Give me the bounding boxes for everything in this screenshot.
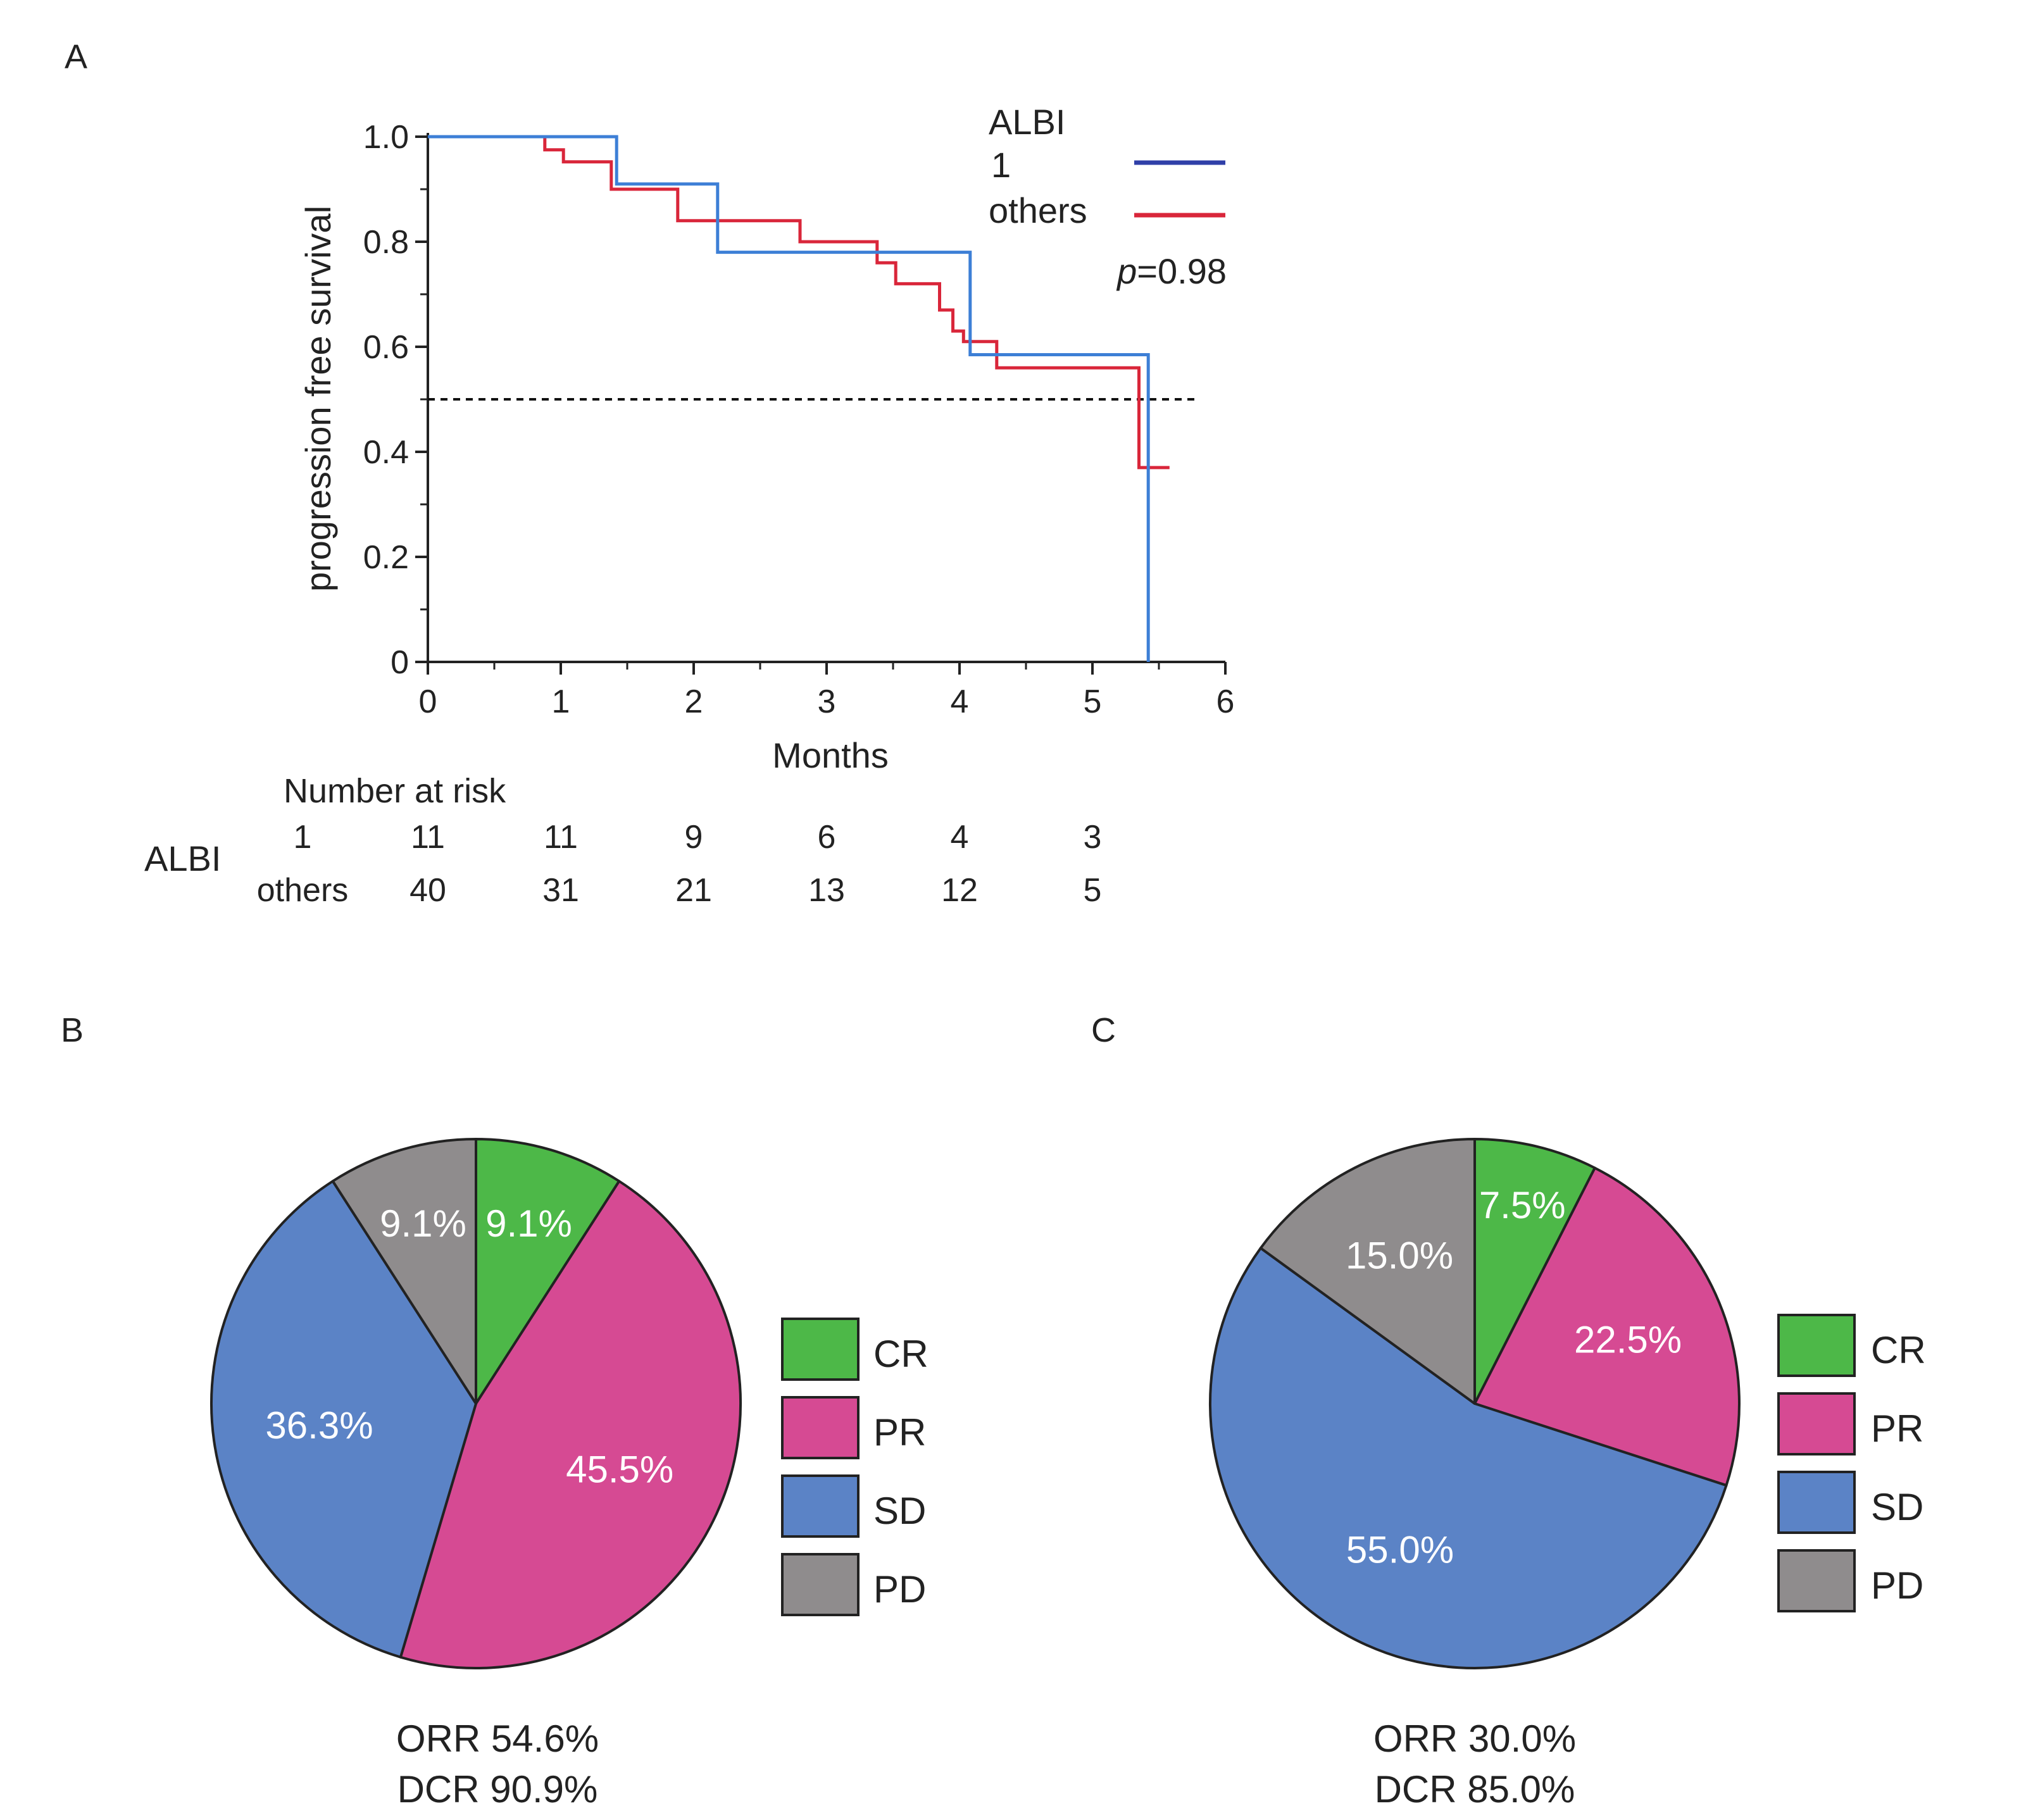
survival-curve-albi1 (428, 135, 1150, 662)
risk-value: 31 (542, 872, 579, 909)
survival-legend: ALBI 1 others p=0.98 (989, 102, 1227, 291)
x-tick-label: 2 (685, 683, 703, 720)
risk-value: 13 (808, 872, 845, 909)
pie-slice-cr (475, 1138, 621, 1405)
risk-row-label: 1 (294, 819, 312, 856)
risk-value: 6 (818, 819, 836, 856)
pie-slice-label: 55.0% (1346, 1529, 1454, 1571)
p-value-annotation: p=0.98 (1116, 251, 1227, 291)
risk-value: 3 (1084, 819, 1102, 856)
pie-slice-pr (1473, 1166, 1741, 1487)
pie-b-legend: CR PR SD PD (781, 1318, 929, 1616)
survival-ticks: 0 1 2 3 4 5 6 0 0.2 0.4 0.6 0.8 1.0 (363, 119, 1235, 720)
survival-curve-others (428, 135, 1170, 470)
risk-value: 21 (675, 872, 712, 909)
legend-label-cr: CR (1871, 1329, 1926, 1371)
pie-c-dcr: DCR 85.0% (1375, 1768, 1575, 1811)
risk-table-group-label: ALBI (144, 838, 221, 878)
risk-value: 11 (544, 819, 578, 856)
y-tick-label: 0 (391, 644, 409, 681)
legend-label-others: others (989, 190, 1087, 230)
legend-swatch-pr (781, 1396, 860, 1459)
legend-label-sd: SD (873, 1490, 926, 1532)
x-tick-label: 4 (951, 683, 969, 720)
pie-slice-pd (1259, 1138, 1476, 1405)
legend-swatch-pd (1777, 1549, 1856, 1612)
pie-slice-pr (399, 1180, 742, 1670)
survival-series (428, 135, 1170, 662)
legend-swatch-sd (1777, 1471, 1856, 1534)
risk-values: 11 11 9 6 4 3 40 31 21 13 12 5 (410, 819, 1101, 909)
risk-table: Number at risk ALBI 1 others 11 11 9 6 4 3 40 3… (144, 772, 1101, 909)
y-axis-label: progression free survival (298, 206, 338, 592)
risk-value: 11 (411, 819, 445, 856)
legend-label-cr: CR (873, 1333, 929, 1375)
pie-slice-sd (210, 1180, 477, 1659)
x-tick-label: 1 (552, 683, 570, 720)
pie-slice-label: 9.1% (485, 1202, 572, 1245)
pie-chart-b: 9.1% 45.5% 36.3% 9.1% (210, 1138, 742, 1670)
pie-slice-label: 45.5% (566, 1448, 673, 1490)
p-value-symbol: p (1116, 251, 1137, 291)
pie-slice-label: 9.1% (380, 1202, 466, 1245)
legend-swatch-pr (1777, 1392, 1856, 1455)
panel-label-c: C (1091, 1011, 1116, 1049)
survival-chart: 0 1 2 3 4 5 600.20.40.60.81.0 progression free… (144, 102, 1234, 909)
x-axis-label: Months (772, 735, 889, 775)
legend-swatch-cr (781, 1318, 860, 1381)
legend-label-pr: PR (1871, 1407, 1923, 1450)
pie-slice-label: 36.3% (265, 1404, 373, 1447)
risk-value: 40 (410, 872, 446, 909)
pie-c-orr: ORR 30.0% (1373, 1717, 1576, 1760)
legend-swatch-cr (1777, 1314, 1856, 1377)
survival-axes (427, 133, 1225, 663)
x-tick-label: 3 (818, 683, 836, 720)
pie-slice-label: 15.0% (1346, 1235, 1453, 1277)
panel-label-b: B (61, 1011, 84, 1049)
legend-label-pr: PR (873, 1411, 926, 1454)
pie-c-legend: CR PR SD PD (1777, 1314, 1926, 1612)
pie-b-dcr: DCR 90.9% (397, 1768, 598, 1811)
legend-label-albi1: 1 (991, 145, 1011, 185)
risk-value: 4 (951, 819, 969, 856)
y-tick-label: 0.2 (363, 539, 409, 576)
legend-label-pd: PD (1871, 1564, 1923, 1607)
legend-label-sd: SD (1871, 1486, 1923, 1528)
pie-b-orr: ORR 54.6% (396, 1717, 599, 1760)
y-tick-label: 1.0 (363, 119, 409, 156)
pie-slice-sd (1209, 1247, 1728, 1669)
panel-label-a: A (65, 38, 87, 76)
legend-title: ALBI (989, 102, 1065, 142)
p-value-text: =0.98 (1137, 251, 1227, 291)
y-tick-label: 0.8 (363, 224, 409, 261)
risk-row-label: others (257, 872, 349, 909)
pie-slice-label: 22.5% (1574, 1319, 1682, 1361)
risk-table-title: Number at risk (284, 772, 506, 810)
y-tick-label: 0.4 (363, 434, 409, 471)
legend-swatch-pd (781, 1553, 860, 1616)
risk-value: 9 (685, 819, 703, 856)
pie-slice-cr (1473, 1138, 1596, 1405)
legend-swatch-sd (781, 1474, 860, 1538)
legend-label-pd: PD (873, 1568, 926, 1611)
risk-value: 12 (941, 872, 978, 909)
pie-slice-label: 7.5% (1479, 1184, 1566, 1226)
risk-value: 5 (1084, 872, 1102, 909)
x-tick-label: 0 (419, 683, 437, 720)
x-tick-label: 6 (1216, 683, 1235, 720)
pie-slice-pd (331, 1138, 477, 1405)
pie-chart-c: 7.5% 22.5% 55.0% 15.0% (1209, 1138, 1741, 1669)
y-tick-label: 0.6 (363, 329, 409, 366)
x-tick-label: 5 (1084, 683, 1102, 720)
